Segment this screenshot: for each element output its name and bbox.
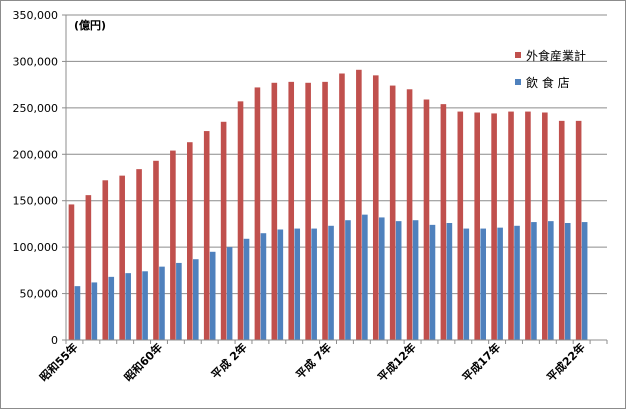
bar-restaurants: [243, 238, 250, 340]
bar-restaurants: [514, 225, 520, 340]
bar-total: [525, 111, 531, 340]
bar-restaurants: [159, 266, 165, 340]
x-tick-label: 昭和60年: [121, 340, 165, 384]
x-tick-label: 平成22年: [544, 340, 588, 384]
bar-total: [305, 82, 311, 340]
bar-restaurants: [378, 217, 385, 340]
bar-total: [508, 111, 514, 340]
legend-label-total: 外食産業計: [526, 48, 586, 63]
bar-restaurants: [142, 271, 148, 340]
bar-restaurants: [412, 220, 419, 340]
bar-total: [558, 120, 565, 340]
bar-restaurants: [446, 223, 453, 340]
bar-restaurants: [463, 228, 470, 340]
bar-restaurants: [531, 222, 537, 340]
bar-total: [254, 87, 261, 341]
bar-restaurants: [226, 247, 233, 340]
bar-total: [457, 111, 464, 340]
bar-restaurants: [581, 222, 588, 340]
bar-restaurants: [328, 225, 334, 340]
bar-total: [322, 81, 328, 341]
bar-total: [575, 120, 582, 340]
bar-restaurants: [74, 286, 81, 340]
bar-restaurants: [108, 276, 115, 340]
bar-restaurants: [91, 282, 98, 340]
bar-total: [406, 89, 413, 340]
y-tick-label: 150,000: [13, 195, 59, 208]
bar-restaurants: [345, 220, 351, 340]
x-tick-label: 平成 7年: [293, 340, 334, 381]
bar-total: [170, 150, 176, 340]
y-tick-label: 50,000: [20, 288, 59, 301]
bar-total: [119, 175, 125, 340]
bar-restaurants: [362, 214, 368, 340]
x-tick-label: 平成 2年: [208, 340, 249, 381]
x-tick-label: 平成12年: [375, 340, 419, 384]
legend-swatch-total: [515, 52, 521, 58]
y-tick-labels: 0 50,000 100,000 150,000 200,000 250,000 300,0…: [13, 9, 66, 347]
bar-total: [542, 112, 548, 340]
bar-restaurants: [480, 228, 486, 340]
bar-total: [271, 82, 278, 340]
bar-total: [220, 121, 227, 340]
bar-total: [474, 112, 480, 340]
x-tick-labels: 昭和55年 昭和60年 平成 2年 平成 7年 平成12年 平成17年 平成22年: [37, 340, 588, 384]
bar-total: [356, 69, 362, 340]
y-tick-label: 0: [51, 334, 58, 347]
bar-total: [372, 75, 379, 341]
bar-total: [339, 73, 345, 340]
bar-restaurants: [497, 227, 503, 340]
legend-label-restaurants: 飲 食 店: [526, 75, 570, 90]
y-tick-label: 100,000: [13, 241, 59, 254]
y-tick-label: 350,000: [13, 9, 59, 22]
bar-restaurants: [294, 228, 301, 340]
legend-swatch-restaurants: [515, 79, 521, 85]
y-tick-label: 200,000: [13, 148, 59, 161]
bar-restaurants: [125, 273, 131, 340]
bar-total: [102, 180, 109, 340]
bar-total: [440, 104, 447, 340]
bar-total: [237, 101, 244, 340]
bar-total: [136, 169, 142, 340]
unit-label: (億円): [74, 18, 106, 32]
bar-total: [68, 204, 75, 340]
bar-total: [288, 81, 295, 341]
bar-restaurants: [209, 251, 216, 340]
bar-total: [153, 160, 159, 340]
bar-restaurants: [193, 259, 199, 340]
y-tick-label: 300,000: [13, 55, 59, 68]
bar-total: [423, 99, 430, 340]
bar-total: [389, 85, 396, 340]
axes: [65, 15, 608, 344]
x-tick-label: 昭和55年: [37, 340, 81, 384]
bar-total: [85, 195, 92, 340]
bar-restaurants: [176, 262, 182, 340]
bar-restaurants: [277, 229, 284, 340]
bars: [68, 69, 588, 341]
bar-restaurants: [395, 221, 402, 340]
bar-total: [187, 142, 193, 340]
bar-restaurants: [260, 233, 267, 340]
bar-restaurants: [429, 224, 436, 340]
bar-restaurants: [564, 223, 571, 340]
legend: 外食産業計 飲 食 店: [515, 48, 586, 90]
bar-restaurants: [548, 221, 554, 340]
x-tick-label: 平成17年: [459, 340, 503, 384]
y-tick-label: 250,000: [13, 102, 59, 115]
bar-total: [491, 113, 497, 341]
bar-total: [203, 131, 210, 340]
bar-restaurants: [311, 228, 317, 340]
